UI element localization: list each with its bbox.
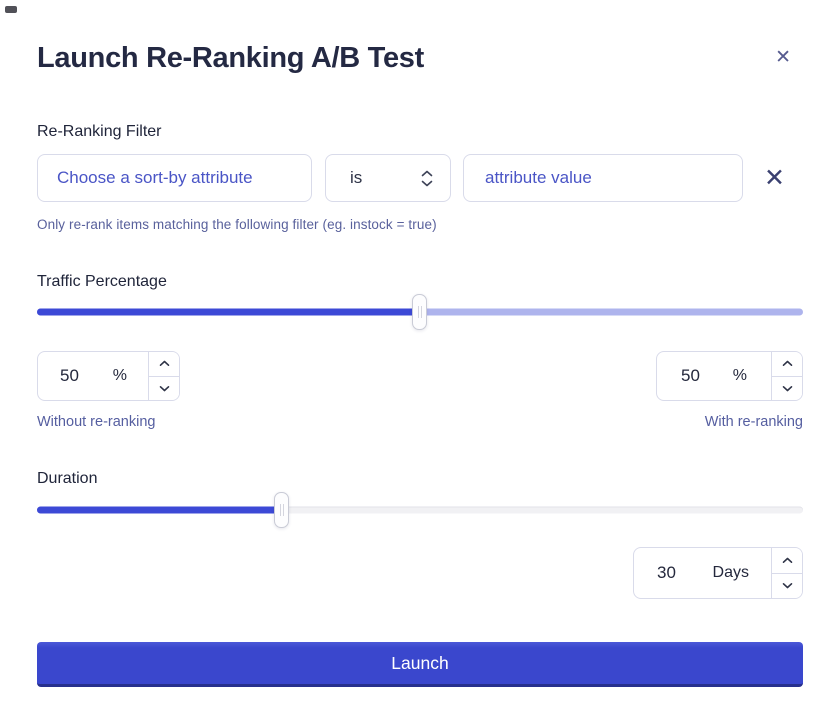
traffic-stepper-labels: Without re-ranking With re-ranking <box>37 414 803 430</box>
traffic-slider-handle[interactable] <box>412 294 427 330</box>
operator-value: is <box>350 168 363 187</box>
increment-button[interactable] <box>772 548 802 574</box>
with-reranking-stepper: 50 % <box>656 351 803 401</box>
duration-stepper-row: 30 Days <box>37 547 803 599</box>
duration-stepper: 30 Days <box>633 547 803 599</box>
without-reranking-value: 50 <box>60 366 79 385</box>
chevron-up-icon <box>782 360 792 367</box>
without-reranking-value-box[interactable]: 50 % <box>38 352 148 400</box>
clear-filter-icon: ✕ <box>764 163 785 192</box>
percent-unit: % <box>732 367 747 384</box>
traffic-percentage-label: Traffic Percentage <box>37 273 167 290</box>
page-title: Launch Re-Ranking A/B Test <box>37 42 424 74</box>
duration-slider-handle[interactable] <box>274 492 290 528</box>
duration-value-box[interactable]: 30 Days <box>634 548 771 598</box>
with-reranking-value: 50 <box>681 366 700 385</box>
duration-slider-track[interactable] <box>37 506 803 514</box>
days-unit: Days <box>712 564 749 581</box>
sort-by-attribute-input[interactable] <box>37 154 312 202</box>
filter-row: is ✕ <box>37 154 803 202</box>
percent-unit: % <box>112 367 127 384</box>
chevron-up-icon <box>159 360 169 367</box>
increment-button[interactable] <box>149 352 179 377</box>
increment-button[interactable] <box>772 352 802 377</box>
slider-grip-icon <box>417 306 419 318</box>
without-reranking-label: Without re-ranking <box>37 414 156 430</box>
reranking-filter-label: Re-Ranking Filter <box>37 123 162 140</box>
filter-helper-text: Only re-rank items matching the followin… <box>37 217 437 232</box>
slider-grip-icon <box>279 504 281 516</box>
decrement-button[interactable] <box>149 376 179 400</box>
duration-slider[interactable] <box>37 492 803 528</box>
traffic-slider[interactable] <box>37 294 803 330</box>
chevron-down-icon <box>782 583 792 589</box>
screen-corner-artifact <box>5 6 17 13</box>
traffic-slider-fill <box>37 308 420 316</box>
without-reranking-stepper: 50 % <box>37 351 180 401</box>
decrement-button[interactable] <box>772 376 802 400</box>
with-reranking-label: With re-ranking <box>704 414 803 430</box>
operator-select[interactable]: is <box>325 154 451 202</box>
decrement-button[interactable] <box>772 573 802 598</box>
close-button[interactable]: ✕ <box>775 48 791 67</box>
stepper-buttons <box>771 352 802 400</box>
chevron-up-icon <box>782 557 792 563</box>
attribute-value-input[interactable] <box>463 154 743 202</box>
stepper-buttons <box>771 548 802 598</box>
launch-button[interactable]: Launch <box>37 642 803 687</box>
chevron-down-icon <box>159 385 169 392</box>
select-chevrons-icon <box>421 170 433 187</box>
with-reranking-value-box[interactable]: 50 % <box>657 352 771 400</box>
slider-grip-icon <box>420 306 422 318</box>
slider-grip-icon <box>282 504 284 516</box>
close-icon: ✕ <box>775 47 791 68</box>
duration-slider-fill <box>37 506 283 514</box>
modal-header: Launch Re-Ranking A/B Test ✕ <box>37 0 803 76</box>
clear-filter-button[interactable]: ✕ <box>764 163 785 192</box>
chevron-down-icon <box>782 385 792 392</box>
stepper-buttons <box>148 352 179 400</box>
traffic-steppers-row: 50 % 50 % <box>37 351 803 401</box>
duration-value: 30 <box>657 563 676 582</box>
duration-label: Duration <box>37 470 98 487</box>
